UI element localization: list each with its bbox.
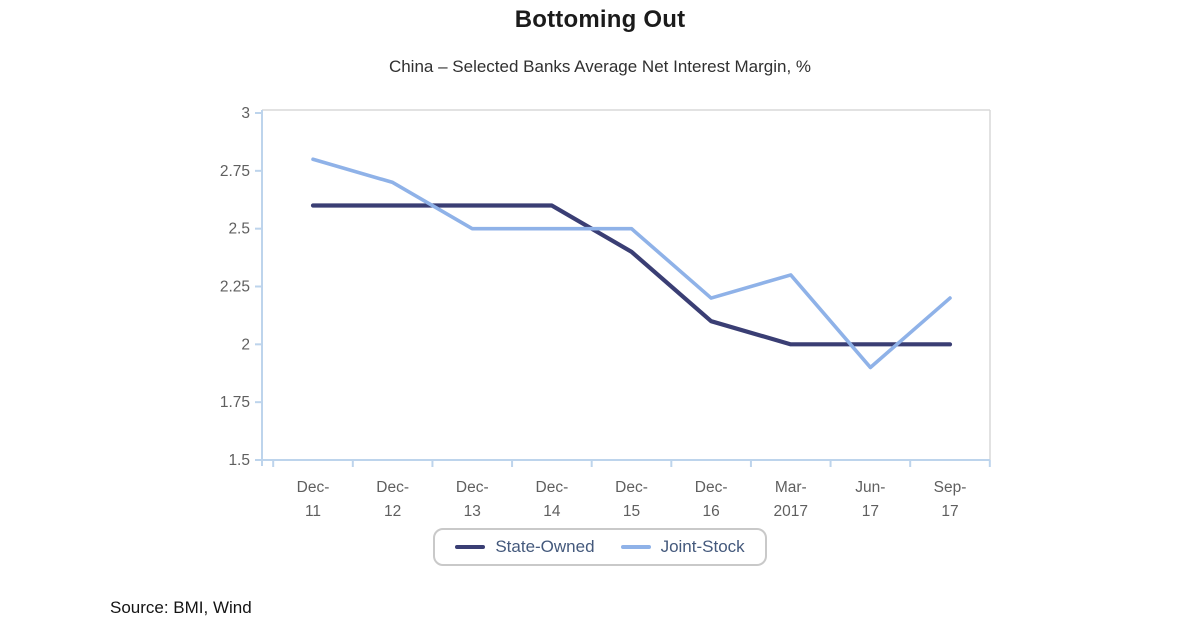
legend-label-joint-stock: Joint-Stock <box>660 537 745 556</box>
chart-title: Bottoming Out <box>514 6 686 33</box>
chart-subtitle: China – Selected Banks Average Net Inter… <box>388 57 812 76</box>
x-axis-tick-label: Dec- <box>615 479 648 496</box>
x-axis-tick-label: 13 <box>464 503 481 520</box>
x-axis-tick-label: Dec- <box>456 479 489 496</box>
x-axis-tick-label: Jun- <box>855 479 885 496</box>
x-axis-tick-label: 17 <box>941 503 958 520</box>
y-axis-tick-label: 2.75 <box>220 163 250 180</box>
legend-item-state-owned: State-Owned <box>455 537 595 557</box>
x-axis-tick-label: 16 <box>703 503 720 520</box>
joint-stock-line-swatch-icon <box>620 545 651 549</box>
x-axis-tick-label: Sep- <box>934 479 967 496</box>
x-axis-tick-label: 11 <box>305 503 321 520</box>
x-axis-tick-label: Dec- <box>297 479 330 496</box>
x-axis-tick-label: Dec- <box>536 479 569 496</box>
x-axis-tick-label: Mar- <box>775 479 807 496</box>
x-axis-tick-label: 14 <box>543 503 561 520</box>
y-axis-tick-label: 1.5 <box>228 452 250 469</box>
state-owned-line <box>310 203 953 347</box>
legend-item-joint-stock: Joint-Stock <box>620 537 745 557</box>
x-axis-tick-label: Dec- <box>376 479 409 496</box>
joint-stock-line <box>311 157 952 370</box>
x-axis-tick-label: Dec- <box>695 479 728 496</box>
y-axis-tick-label: 3 <box>241 105 250 122</box>
y-axis-tick-label: 2 <box>241 336 250 353</box>
source-text: Source: BMI, Wind <box>110 598 252 617</box>
state-owned-line-swatch-icon <box>455 545 486 549</box>
x-axis-tick-label: 15 <box>623 503 640 520</box>
legend-label-state-owned: State-Owned <box>495 537 595 556</box>
legend: State-Owned Joint-Stock <box>0 528 1200 566</box>
y-axis-tick-label: 2.25 <box>220 279 250 296</box>
y-axis-tick-label: 2.5 <box>228 221 250 238</box>
y-axis-tick-label: 1.75 <box>220 394 250 411</box>
x-axis-tick-label: 12 <box>384 503 401 520</box>
legend-box: State-Owned Joint-Stock <box>433 528 767 566</box>
x-axis-tick-label: 2017 <box>774 503 808 520</box>
x-axis-tick-label: 17 <box>862 503 879 520</box>
